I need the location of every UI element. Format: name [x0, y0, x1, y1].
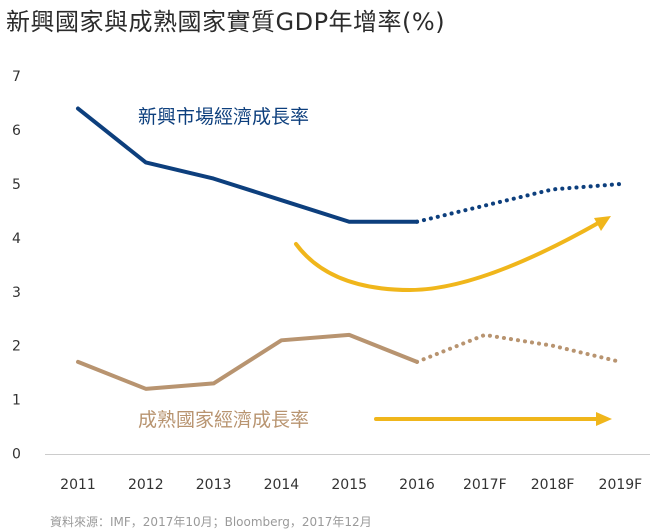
y-tick-label: 3 — [12, 285, 21, 301]
y-tick-label: 6 — [12, 123, 21, 139]
series-label-mature: 成熟國家經濟成長率 — [138, 409, 309, 431]
series-line-forecast-mature — [415, 332, 623, 364]
y-tick-label: 1 — [12, 393, 21, 409]
upturn-arrowhead — [594, 216, 611, 231]
y-tick-label: 7 — [12, 69, 21, 85]
x-tick-label: 2018F — [531, 477, 575, 493]
upturn-curve-arrow — [294, 220, 602, 293]
x-tick-label: 2011 — [60, 477, 96, 493]
x-tick-label: 2013 — [196, 477, 232, 493]
x-tick-label: 2012 — [128, 477, 164, 493]
series-line-forecast-emerging — [415, 182, 623, 224]
x-tick-label: 2014 — [264, 477, 300, 493]
flat-arrowhead — [596, 412, 612, 426]
series-line-actual-mature — [76, 332, 419, 391]
y-tick-label: 4 — [12, 231, 21, 247]
y-tick-label: 2 — [12, 339, 21, 355]
series-line-actual-emerging — [76, 106, 419, 224]
x-tick-label: 2017F — [463, 477, 507, 493]
chart-title: 新興國家與成熟國家實質GDP年增率(%) — [6, 8, 446, 36]
y-tick-label: 5 — [12, 177, 21, 193]
x-tick-label: 2016 — [399, 477, 435, 493]
series-label-emerging: 新興市場經濟成長率 — [138, 106, 309, 128]
x-tick-label: 2015 — [331, 477, 367, 493]
x-tick-label: 2019F — [599, 477, 643, 493]
source-note: 資料來源：IMF，2017年10月；Bloomberg，2017年12月 — [50, 515, 372, 529]
y-tick-label: 0 — [12, 447, 21, 463]
